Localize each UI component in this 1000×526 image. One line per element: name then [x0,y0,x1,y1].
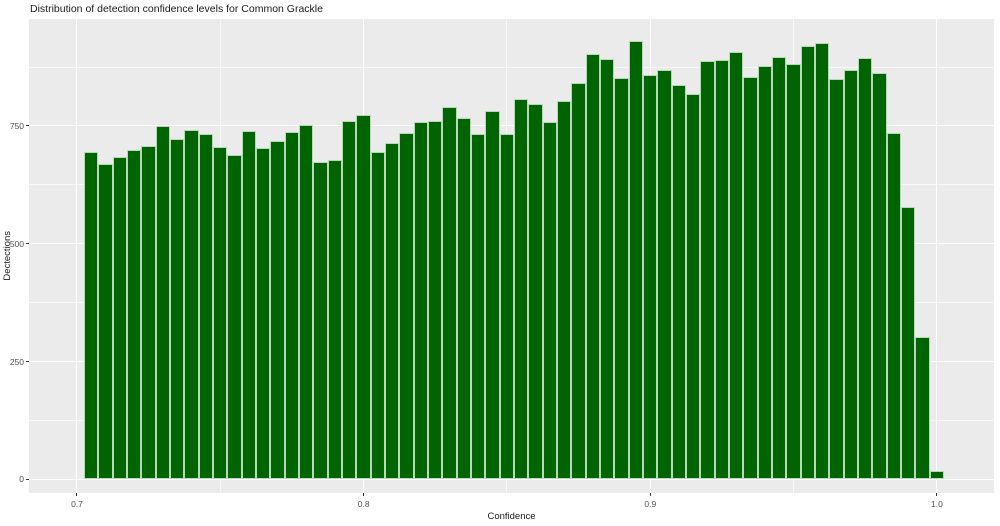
histogram-bar [241,131,257,480]
y-tick-mark [26,125,29,127]
y-tick-label: 0 [19,474,24,485]
x-tick-label: 1.0 [931,499,943,509]
histogram-bar [528,103,543,480]
histogram-bar [514,99,529,480]
histogram-bar [643,74,658,480]
x-tick-label: 0.8 [357,499,370,509]
histogram-bar [872,72,887,480]
histogram-bar [686,93,701,480]
histogram-bar [184,130,199,480]
histogram-bar [471,133,486,480]
histogram-bar [657,69,672,480]
histogram-bar [327,159,343,480]
histogram-bar [786,64,801,480]
y-tick-label: 250 [9,356,24,367]
histogram-bar [270,140,285,480]
histogram-bar [399,133,414,480]
histogram-bar [256,148,271,480]
histogram-bar [929,470,945,480]
histogram-bar [385,142,400,480]
histogram-bar [800,45,816,480]
gridline-major-horizontal [29,478,994,480]
y-tick-label: 500 [9,238,24,249]
histogram-bar [729,51,744,480]
histogram-bar [829,78,844,480]
y-axis-label-container: Dectections [1,19,13,493]
histogram-bar [557,101,572,480]
histogram-bar [213,146,228,480]
histogram-bar [356,114,371,480]
y-tick-mark [26,478,29,480]
y-axis-label: Dectections [1,231,13,281]
x-tick-mark [936,493,938,496]
histogram-bar [112,157,128,480]
histogram-bar [342,121,357,480]
histogram-bar [127,150,142,480]
histogram-bar [299,124,314,480]
x-axis-label: Confidence [487,511,536,522]
histogram-bar [485,110,500,480]
histogram-bar [499,134,515,480]
histogram-bar [84,152,99,480]
chart-title: Distribution of detection confidence lev… [30,3,323,15]
x-tick-mark [363,493,365,496]
histogram-bar [772,57,787,480]
histogram-bar [284,132,300,480]
x-tick-mark [76,493,78,496]
histogram-bar [858,57,873,480]
histogram-bar [843,69,859,480]
histogram-bar [614,77,629,480]
histogram-bar [600,59,615,480]
histogram-bar [456,118,472,480]
histogram-bar [743,77,758,480]
y-tick-mark [26,243,29,245]
histogram-bar [571,83,586,480]
histogram-bar [815,42,830,480]
histogram-bar [901,207,916,480]
histogram-bar [428,120,443,480]
histogram-bar [757,66,773,480]
histogram-bar [227,154,242,480]
histogram-bar [671,84,687,480]
gridline-major-vertical [76,19,78,493]
histogram-bar [442,106,457,480]
plot-panel [29,19,994,493]
histogram-bar [585,53,601,480]
histogram-bar [313,161,328,480]
histogram-bar [714,60,730,480]
histogram-bar [628,41,644,480]
y-tick-mark [26,361,29,363]
gridline-major-horizontal [29,125,994,127]
gridline-minor-horizontal [29,66,994,68]
histogram-bar [155,126,171,480]
histogram-bar [915,337,930,480]
histogram-bar [886,133,902,480]
histogram-bar [413,121,429,480]
histogram-bar [198,133,214,480]
histogram-bar [542,121,558,480]
histogram-bar [700,61,715,480]
histogram-bar [141,146,156,480]
y-tick-label: 750 [9,120,24,131]
x-tick-label: 0.9 [644,499,657,509]
x-tick-label: 0.7 [71,499,83,509]
gridline-major-vertical [936,19,938,493]
histogram-bar [98,164,113,480]
x-tick-mark [649,493,651,496]
histogram-bar [370,151,386,480]
histogram-bar [170,139,185,480]
